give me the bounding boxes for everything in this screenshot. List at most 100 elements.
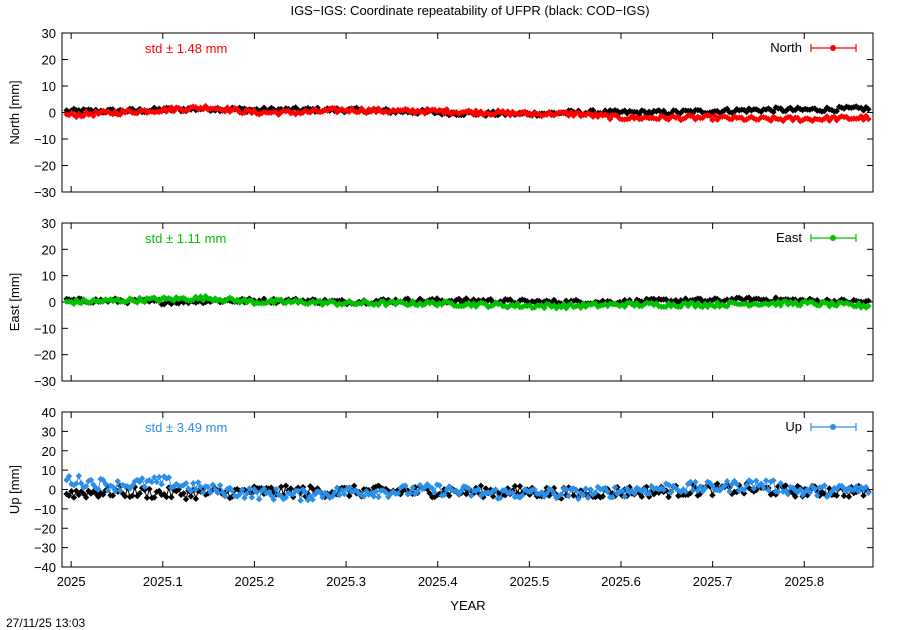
- y-axis-label: North [mm]: [7, 80, 22, 144]
- data-point: [202, 292, 209, 300]
- data-point: [316, 297, 324, 305]
- data-point: [431, 489, 438, 496]
- data-point: [853, 103, 860, 110]
- data-point: [740, 490, 748, 497]
- data-point: [631, 490, 638, 497]
- legend-label: Up: [785, 419, 802, 434]
- data-point: [719, 301, 726, 308]
- data-point: [699, 114, 706, 122]
- data-point: [270, 496, 277, 503]
- std-label: std ± 3.49 mm: [145, 420, 227, 435]
- data-point: [770, 108, 777, 116]
- data-point: [216, 296, 224, 303]
- y-tick-label: −20: [34, 348, 56, 363]
- data-point: [582, 303, 589, 311]
- data-point: [185, 106, 192, 113]
- panel-north: −30 −20 −10 0 10 20 30 North [mm] std ± 1.48 mm N…: [7, 26, 874, 200]
- data-point: [521, 108, 528, 115]
- data-point: [241, 296, 248, 303]
- data-point: [297, 497, 304, 504]
- x-tick-label: 2025: [57, 574, 86, 589]
- data-point: [112, 487, 119, 495]
- data-point: [243, 299, 251, 306]
- data-point: [621, 296, 628, 304]
- data-point: [831, 113, 838, 120]
- data-point: [597, 494, 604, 501]
- data-point: [563, 297, 570, 304]
- data-point: [168, 296, 175, 303]
- data-point: [521, 486, 528, 493]
- data-point: [587, 486, 594, 493]
- data-point: [192, 495, 199, 502]
- data-point: [304, 497, 312, 504]
- timestamp: 27/11/25 13:03: [6, 616, 86, 630]
- data-point: [765, 487, 772, 494]
- data-point: [226, 494, 234, 502]
- data-point: [219, 489, 226, 496]
- data-point: [187, 487, 195, 495]
- data-point: [458, 487, 465, 494]
- data-point: [316, 489, 324, 496]
- data-point: [165, 295, 173, 302]
- data-point: [372, 488, 380, 495]
- data-point: [599, 297, 606, 305]
- data-point: [816, 107, 823, 114]
- data-point: [660, 486, 667, 494]
- x-tick-label: 2025.4: [418, 574, 458, 589]
- data-point: [755, 295, 762, 303]
- data-point: [677, 488, 684, 496]
- data-point: [794, 482, 801, 490]
- data-point: [114, 478, 121, 485]
- data-point: [638, 493, 645, 500]
- data-point: [126, 295, 134, 302]
- data-point: [168, 300, 175, 308]
- data-point: [833, 485, 840, 493]
- y-tick-label: −30: [34, 541, 56, 556]
- data-point: [775, 488, 782, 496]
- data-point: [563, 109, 570, 116]
- data-point: [580, 111, 587, 118]
- data-point: [772, 115, 779, 122]
- data-point: [360, 493, 368, 500]
- y-axis-label: East [mm]: [7, 273, 22, 332]
- y-tick-label: 20: [42, 444, 56, 459]
- data-point: [185, 485, 192, 492]
- data-point: [199, 489, 207, 496]
- data-point: [845, 493, 853, 500]
- x-tick-label: 2025.3: [326, 574, 366, 589]
- data-point: [121, 299, 129, 306]
- data-point: [268, 484, 275, 491]
- data-point: [665, 493, 672, 501]
- data-point: [160, 473, 168, 480]
- data-point: [287, 485, 294, 492]
- y-tick-label: −10: [34, 502, 56, 517]
- data-point: [792, 106, 799, 114]
- data-point: [658, 109, 665, 116]
- data-point: [641, 486, 648, 493]
- data-point: [777, 480, 784, 487]
- data-point: [331, 489, 338, 496]
- data-point: [699, 488, 706, 495]
- data-point: [543, 111, 550, 118]
- data-point: [558, 304, 565, 311]
- data-point: [563, 492, 570, 499]
- data-point: [80, 112, 87, 120]
- data-point: [429, 485, 436, 492]
- data-point: [558, 495, 565, 502]
- data-point: [665, 481, 672, 489]
- data-point: [302, 489, 309, 496]
- data-point: [541, 298, 548, 305]
- data-point: [129, 482, 136, 489]
- data-point: [677, 297, 684, 304]
- data-point: [619, 301, 626, 309]
- data-point: [680, 486, 687, 493]
- data-point: [733, 105, 740, 113]
- data-point: [736, 294, 743, 302]
- data-point: [148, 478, 156, 486]
- data-point: [238, 486, 246, 493]
- data-point: [543, 490, 550, 497]
- data-point: [599, 301, 606, 309]
- panel-east: −30 −20 −10 0 10 20 30 East [mm] std ± 1.11 mm Ea…: [7, 216, 874, 389]
- data-point: [667, 489, 675, 496]
